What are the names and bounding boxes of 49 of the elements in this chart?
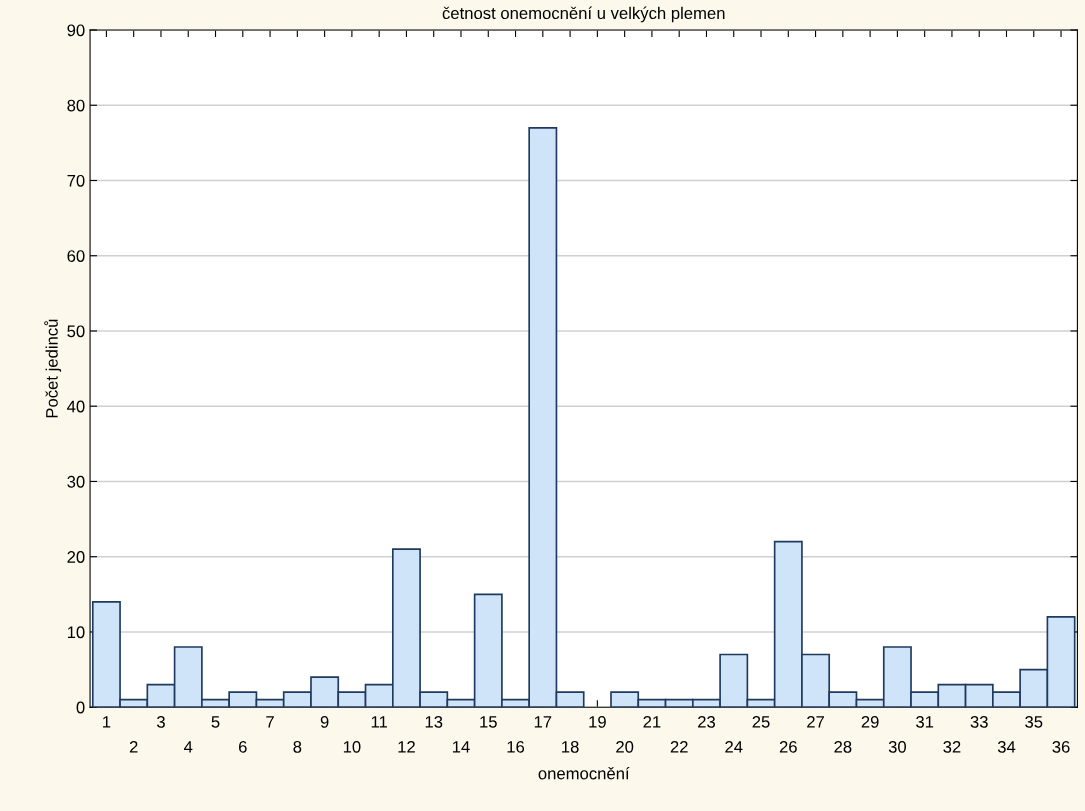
y-tick-label: 40 [67, 400, 85, 413]
x-tick-label: 25 [752, 715, 770, 728]
x-tick-label: 23 [698, 715, 715, 728]
x-tick-label: 26 [779, 740, 797, 753]
y-tick-label: 90 [67, 24, 85, 37]
y-tick-label: 20 [67, 551, 85, 563]
x-axis-title: onemocnění [538, 766, 630, 780]
x-tick-label: 22 [670, 740, 688, 753]
x-tick-label: 19 [589, 715, 606, 728]
y-tick-label: 80 [67, 99, 85, 112]
y-tick-label: 10 [67, 626, 85, 639]
x-tick-label: 10 [343, 740, 361, 753]
x-tick-label: 33 [970, 715, 988, 728]
x-tick-label: 30 [888, 740, 907, 753]
x-tick-label: 16 [507, 740, 525, 753]
x-tick-label: 11 [371, 716, 388, 728]
x-tick-label: 27 [807, 715, 824, 728]
x-tick-label: 24 [725, 740, 743, 753]
x-tick-label: 5 [211, 716, 220, 728]
x-tick-label: 20 [616, 740, 634, 753]
y-tick-label: 60 [67, 250, 85, 262]
x-tick-label: 17 [534, 716, 552, 728]
x-tick-label: 35 [1025, 715, 1043, 728]
x-tick-label: 34 [997, 740, 1016, 753]
x-tick-label: 21 [643, 715, 661, 728]
x-tick-label: 36 [1052, 740, 1070, 753]
y-tick-label: 30 [67, 475, 85, 488]
x-tick-label: 32 [943, 740, 961, 753]
x-tick-label: 14 [453, 741, 470, 753]
y-tick-label: 70 [67, 174, 85, 187]
x-tick-label: 8 [293, 740, 302, 753]
x-tick-label: 28 [834, 740, 852, 753]
x-tick-label: 3 [156, 715, 165, 728]
x-tick-label: 13 [425, 715, 443, 728]
x-tick-label: 31 [916, 715, 934, 728]
x-tick-label: 29 [861, 715, 879, 728]
chart-title: četnost onemocnění u velkých plemen [442, 6, 725, 23]
x-tick-label: 2 [129, 740, 138, 753]
x-tick-label: 15 [480, 716, 497, 728]
x-tick-label: 4 [183, 741, 193, 753]
y-axis-title: Počet jedinců [44, 319, 62, 418]
x-tick-label: 12 [398, 740, 415, 753]
x-tick-label: 7 [266, 716, 274, 728]
x-tick-label: 1 [103, 716, 111, 728]
x-tick-label: 18 [562, 740, 579, 753]
y-tick-label: 50 [67, 325, 85, 338]
y-tick-label: 0 [76, 701, 85, 714]
x-tick-label: 9 [320, 715, 329, 728]
x-tick-label: 6 [239, 740, 247, 753]
